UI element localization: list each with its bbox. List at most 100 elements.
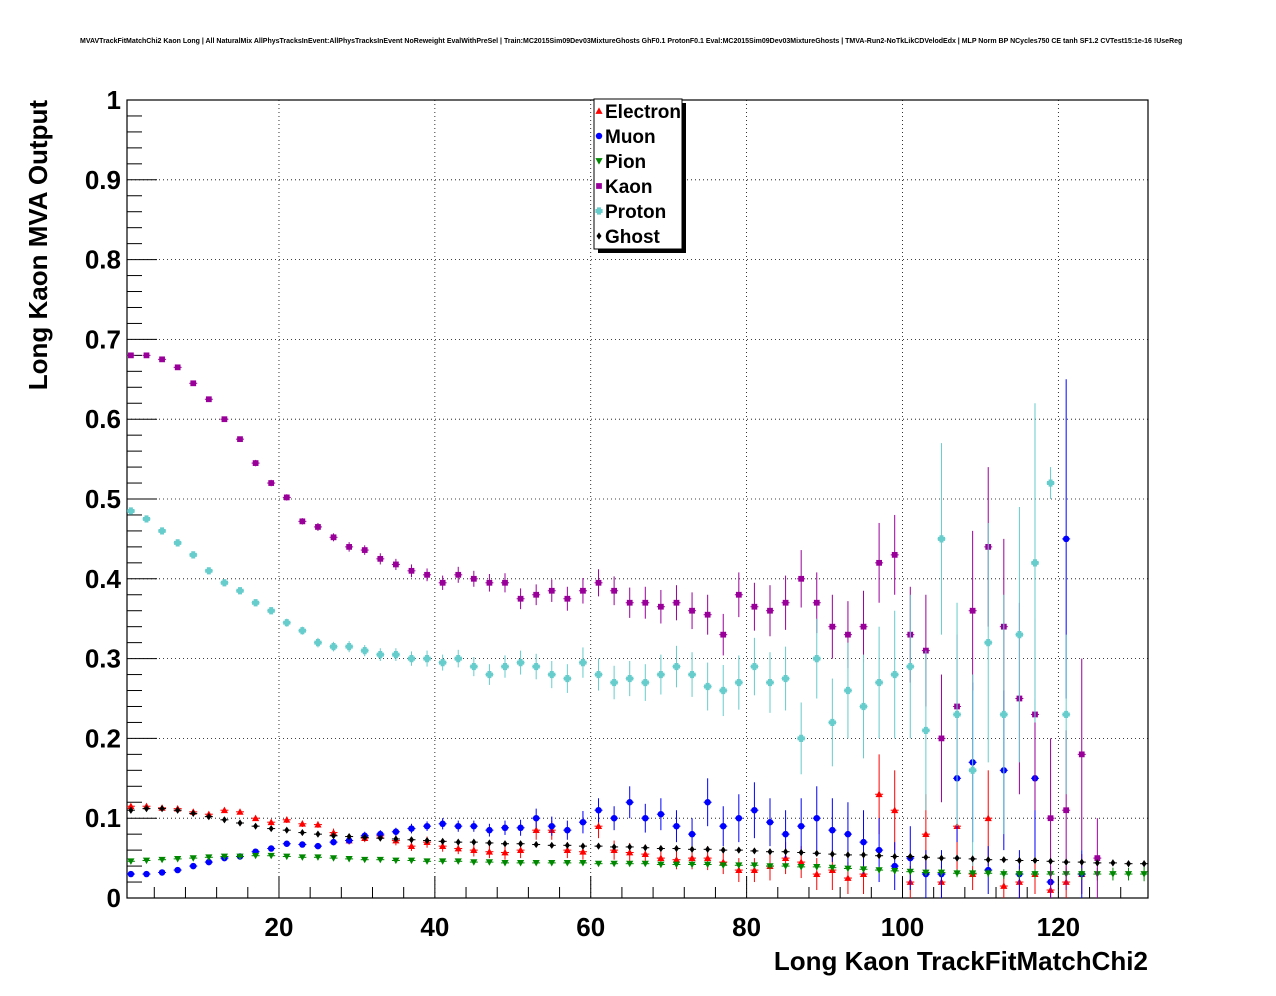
kaon-marker [221, 416, 228, 423]
muon-marker [127, 870, 135, 878]
electron-marker [298, 820, 306, 827]
muon-data-point [859, 810, 868, 875]
proton-marker [813, 655, 821, 663]
pion-marker [1015, 871, 1024, 878]
proton-marker [828, 718, 836, 727]
muon-data-point [142, 870, 151, 878]
kaon-marker [455, 571, 462, 578]
ghost-marker [221, 816, 227, 824]
muon-data-point [532, 808, 541, 828]
kaon-marker [439, 579, 446, 586]
proton-data-point [734, 655, 743, 710]
ghost-marker [159, 805, 165, 813]
electron-data-point [282, 816, 291, 823]
proton-marker [267, 607, 275, 615]
muon-marker [501, 824, 509, 832]
proton-data-point [236, 587, 245, 595]
muon-marker [657, 810, 665, 818]
electron-marker [501, 848, 509, 856]
proton-marker [470, 662, 478, 671]
proton-data-point [797, 702, 806, 775]
kaon-data-point [547, 579, 556, 602]
muon-marker [875, 846, 883, 854]
proton-marker [844, 686, 852, 695]
ghost-data-point [984, 856, 993, 864]
proton-marker [937, 535, 946, 543]
ghost-data-point [360, 833, 369, 841]
series-ghost [126, 805, 1149, 868]
electron-marker [251, 814, 260, 822]
proton-data-point [906, 594, 915, 739]
ghost-marker [970, 855, 976, 863]
pion-marker [174, 856, 182, 863]
kaon-data-point [656, 589, 665, 624]
pion-data-point [734, 862, 743, 869]
pion-data-point [750, 862, 759, 869]
proton-marker [610, 678, 618, 687]
x-tick-label: 100 [881, 912, 924, 942]
proton-marker [251, 599, 260, 607]
pion-marker [672, 861, 681, 869]
ghost-data-point [953, 854, 962, 862]
ghost-marker [1016, 856, 1022, 865]
ghost-marker [861, 851, 867, 859]
pion-marker [376, 856, 384, 864]
kaon-data-point [469, 570, 478, 587]
ghost-data-point [345, 832, 354, 841]
kaon-data-point [578, 578, 587, 604]
ghost-marker [783, 848, 789, 856]
proton-data-point [828, 678, 837, 767]
proton-marker [688, 670, 696, 679]
kaon-marker [580, 587, 586, 594]
kaon-marker [159, 356, 165, 363]
pion-data-point [625, 860, 634, 868]
pion-data-point [126, 858, 135, 865]
electron-marker [516, 846, 525, 853]
pion-data-point [765, 863, 774, 870]
proton-marker [236, 587, 244, 595]
proton-data-point [719, 664, 728, 717]
muon-marker [314, 842, 322, 850]
legend-label-kaon: Kaon [605, 177, 653, 198]
electron-marker [735, 866, 743, 873]
proton-marker [719, 686, 727, 695]
pion-marker [1031, 871, 1039, 878]
legend-label-muon: Muon [605, 127, 656, 148]
series-pion [126, 852, 1149, 882]
kaon-marker [174, 364, 181, 371]
kaon-marker [1063, 807, 1070, 814]
proton-marker [329, 643, 338, 651]
muon-data-point [688, 818, 697, 851]
ghost-data-point [781, 848, 790, 856]
proton-marker [283, 619, 291, 627]
ghost-data-point [875, 852, 884, 860]
proton-data-point [438, 654, 447, 671]
muon-data-point [469, 820, 478, 832]
muon-data-point [734, 794, 743, 843]
proton-data-point [656, 654, 665, 695]
kaon-data-point [672, 585, 681, 621]
ghost-data-point [563, 841, 572, 849]
y-tick-label: 0 [107, 883, 121, 913]
electron-marker [439, 842, 447, 850]
kaon-data-point [1046, 738, 1055, 898]
pion-marker [314, 854, 322, 861]
muon-data-point [282, 840, 291, 847]
muon-marker [579, 818, 587, 826]
ghost-data-point [610, 843, 619, 851]
legend-marker-muon [595, 132, 603, 140]
electron-data-point [734, 858, 743, 883]
pion-marker [766, 863, 774, 870]
electron-marker [454, 844, 462, 852]
proton-data-point [610, 665, 619, 700]
pion-data-point [142, 857, 151, 865]
ghost-marker [907, 852, 913, 861]
proton-marker [859, 702, 868, 711]
legend-label-electron: Electron [605, 102, 681, 123]
pion-data-point [656, 861, 665, 869]
ghost-data-point [578, 842, 587, 850]
y-tick-label: 0.6 [85, 404, 121, 434]
proton-data-point [937, 443, 946, 635]
proton-marker [1031, 559, 1039, 567]
electron-data-point [485, 845, 494, 859]
